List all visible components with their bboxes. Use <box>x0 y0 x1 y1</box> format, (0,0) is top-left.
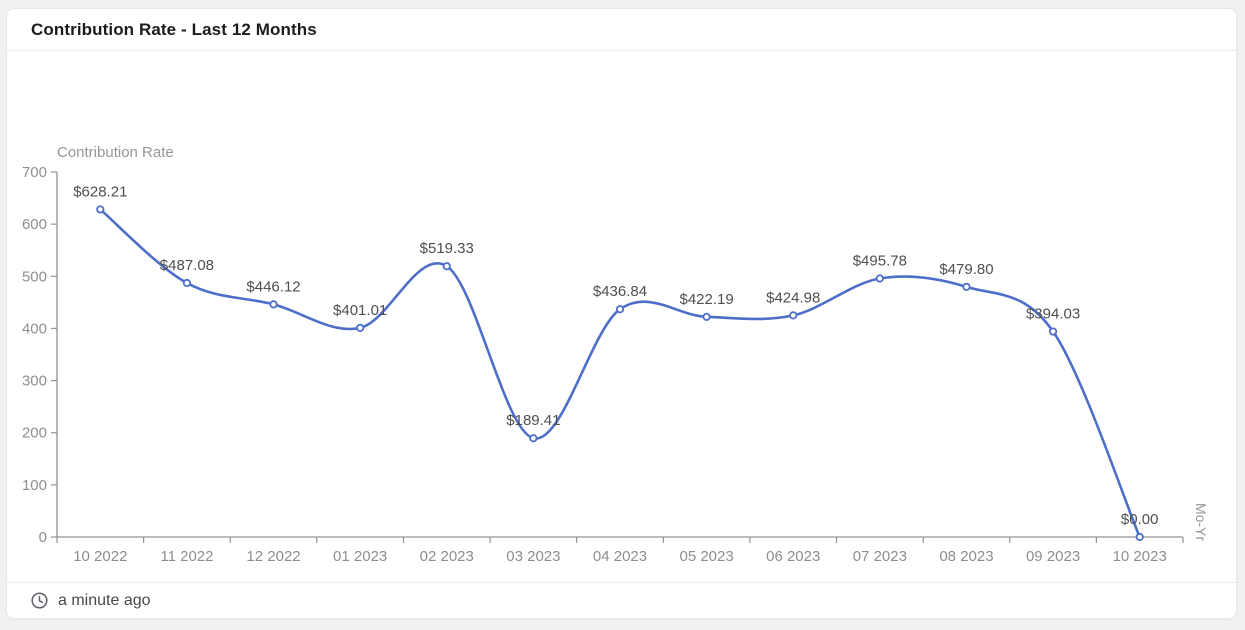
data-point[interactable] <box>615 305 625 314</box>
x-tick-label: 12 2022 <box>246 548 300 565</box>
y-tick-label: 400 <box>22 320 47 337</box>
x-tick-label: 07 2023 <box>853 548 907 565</box>
x-tick-label: 01 2023 <box>333 548 387 565</box>
data-point[interactable] <box>702 312 711 321</box>
x-tick-label: 11 2022 <box>160 548 213 565</box>
data-point-label: $479.80 <box>939 261 993 278</box>
data-point[interactable] <box>356 323 365 333</box>
line-chart[interactable]: Contribution Rate Mo-Yr 0 100 200 300 400 500 60… <box>7 51 1236 584</box>
y-tick-label: 200 <box>22 425 47 442</box>
data-point[interactable] <box>875 274 884 283</box>
data-point[interactable] <box>1135 532 1144 542</box>
x-tick-label: 10 2023 <box>1113 548 1167 565</box>
y-tick-label: 500 <box>22 268 47 285</box>
widget-header: Contribution Rate - Last 12 Months <box>7 9 1236 51</box>
y-tick-label: 600 <box>22 216 47 233</box>
x-tick-label: 09 2023 <box>1026 548 1080 565</box>
x-axis-name: Mo-Yr <box>1193 503 1209 541</box>
data-point-label: $422.19 <box>679 291 733 308</box>
y-tick-label: 100 <box>22 477 47 494</box>
x-tick-label: 02 2023 <box>420 548 474 565</box>
x-tick-label: 06 2023 <box>766 548 820 565</box>
data-point-label: $446.12 <box>246 278 300 295</box>
data-point[interactable] <box>789 311 798 320</box>
data-point-label: $401.01 <box>333 302 387 319</box>
data-point[interactable] <box>962 282 971 291</box>
x-tick-label: 03 2023 <box>506 548 560 565</box>
x-tick-label: 05 2023 <box>679 548 733 565</box>
data-point-label: $495.78 <box>853 252 907 269</box>
data-point[interactable] <box>529 434 538 443</box>
x-tick-label: 10 2022 <box>73 548 127 565</box>
data-point-label: $424.98 <box>766 289 820 306</box>
clock-icon <box>31 592 48 609</box>
y-tick-label: 700 <box>22 164 47 181</box>
y-tick-label: 300 <box>22 373 47 390</box>
data-point[interactable] <box>442 262 451 271</box>
widget-footer: a minute ago <box>7 582 1236 618</box>
data-point[interactable] <box>269 300 278 309</box>
data-point-label: $519.33 <box>420 240 474 257</box>
data-point-label: $0.00 <box>1121 511 1159 528</box>
data-point-label: $436.84 <box>593 283 647 300</box>
data-point[interactable] <box>182 278 192 288</box>
contribution-rate-widget: Contribution Rate - Last 12 Months Contr… <box>6 8 1237 619</box>
data-point-label: $189.41 <box>506 412 560 429</box>
y-axis-title: Contribution Rate <box>57 144 174 161</box>
y-tick-label: 0 <box>39 529 47 546</box>
widget-title: Contribution Rate - Last 12 Months <box>31 19 317 39</box>
data-point-label: $394.03 <box>1026 306 1080 323</box>
data-point-label: $628.21 <box>73 183 127 200</box>
data-point[interactable] <box>1048 327 1058 336</box>
data-point-label: $487.08 <box>160 257 214 274</box>
data-point[interactable] <box>96 205 105 214</box>
x-tick-label: 04 2023 <box>593 548 647 565</box>
last-updated-text: a minute ago <box>58 591 151 609</box>
x-tick-label: 08 2023 <box>939 548 993 565</box>
chart-container[interactable]: Contribution Rate Mo-Yr 0 100 200 300 400 500 60… <box>7 51 1236 582</box>
series-line <box>99 208 1141 539</box>
